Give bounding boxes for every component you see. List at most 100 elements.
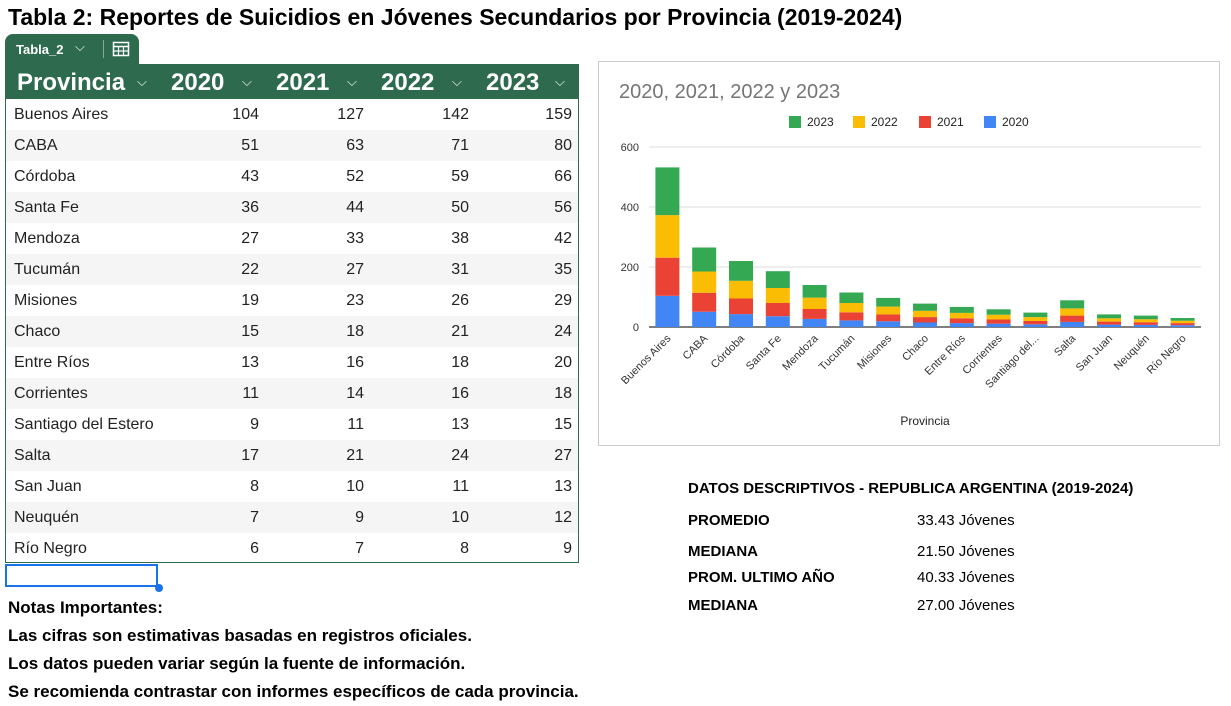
cell-value[interactable]: 71 bbox=[451, 137, 469, 154]
column-header-2022[interactable]: 2022 ⌵ bbox=[370, 65, 475, 99]
cell-value[interactable]: 66 bbox=[554, 168, 572, 185]
cell-value[interactable]: 8 bbox=[250, 478, 259, 495]
cell-value[interactable]: 43 bbox=[241, 168, 259, 185]
legend-label: 2023 bbox=[807, 115, 834, 129]
column-header-2020[interactable]: 2020 ⌵ bbox=[160, 65, 265, 99]
sheet-tab-name[interactable]: Tabla_2 bbox=[16, 42, 64, 57]
cell-value[interactable]: 21 bbox=[346, 447, 364, 464]
cell-provincia[interactable]: San Juan bbox=[14, 478, 82, 495]
cell-value[interactable]: 11 bbox=[347, 416, 364, 433]
cell-value[interactable]: 104 bbox=[232, 106, 259, 123]
cell-value[interactable]: 24 bbox=[554, 323, 572, 340]
sheet-tab[interactable]: Tabla_2 ⌵ bbox=[5, 34, 139, 64]
y-tick-label: 200 bbox=[621, 262, 639, 274]
table-grid-icon[interactable] bbox=[112, 41, 130, 62]
cell-value[interactable]: 127 bbox=[337, 106, 364, 123]
cell-value[interactable]: 9 bbox=[355, 509, 364, 526]
note-line: Se recomienda contrastar con informes es… bbox=[8, 682, 579, 701]
cell-value[interactable]: 50 bbox=[451, 199, 469, 216]
cell-value[interactable]: 13 bbox=[451, 416, 469, 433]
bar-segment bbox=[765, 316, 790, 327]
cell-provincia[interactable]: Santa Fe bbox=[14, 199, 79, 216]
cell-value[interactable]: 52 bbox=[346, 168, 364, 185]
cell-value[interactable]: 12 bbox=[554, 509, 572, 526]
cell-value[interactable]: 16 bbox=[346, 354, 364, 371]
cell-value[interactable]: 16 bbox=[451, 385, 469, 402]
cell-value[interactable]: 23 bbox=[346, 292, 364, 309]
notes-section: Notas Importantes: Las cifras son estima… bbox=[8, 594, 579, 706]
cell-value[interactable]: 42 bbox=[554, 230, 572, 247]
cell-value[interactable]: 11 bbox=[452, 478, 469, 495]
cell-value[interactable]: 9 bbox=[250, 416, 259, 433]
cell-provincia[interactable]: Río Negro bbox=[14, 540, 87, 557]
cell-provincia[interactable]: Salta bbox=[14, 447, 51, 464]
cell-value[interactable]: 14 bbox=[346, 385, 364, 402]
chevron-down-icon[interactable]: ⌵ bbox=[452, 74, 462, 89]
column-header-label: 2021 bbox=[276, 69, 330, 96]
cell-value[interactable]: 13 bbox=[554, 478, 572, 495]
cell-value[interactable]: 31 bbox=[451, 261, 469, 278]
cell-value[interactable]: 36 bbox=[241, 199, 259, 216]
column-header-2023[interactable]: 2023 ⌵ bbox=[475, 65, 578, 99]
cell-value[interactable]: 15 bbox=[241, 323, 259, 340]
cell-value[interactable]: 26 bbox=[451, 292, 469, 309]
cell-value[interactable]: 56 bbox=[554, 199, 572, 216]
chevron-down-icon[interactable]: ⌵ bbox=[347, 74, 357, 89]
cell-value[interactable]: 6 bbox=[250, 540, 259, 557]
bar-segment bbox=[1097, 321, 1121, 325]
cell-value[interactable]: 18 bbox=[554, 385, 572, 402]
cell-value[interactable]: 18 bbox=[346, 323, 364, 340]
cell-provincia[interactable]: Misiones bbox=[14, 292, 78, 309]
column-header-provincia[interactable]: Provincia ⌵ bbox=[6, 65, 160, 99]
cell-value[interactable]: 21 bbox=[451, 323, 469, 340]
column-header-2021[interactable]: 2021 ⌵ bbox=[265, 65, 370, 99]
bar-segment bbox=[1097, 318, 1121, 322]
cell-value[interactable]: 159 bbox=[545, 106, 572, 123]
cell-value[interactable]: 20 bbox=[554, 354, 572, 371]
chevron-down-icon[interactable]: ⌵ bbox=[242, 74, 252, 89]
cell-value[interactable]: 9 bbox=[563, 540, 572, 557]
cell-provincia[interactable]: Entre Ríos bbox=[14, 354, 90, 371]
cell-provincia[interactable]: Corrientes bbox=[14, 385, 88, 402]
cell-provincia[interactable]: Buenos Aires bbox=[14, 106, 109, 123]
cell-value[interactable]: 51 bbox=[241, 137, 259, 154]
cell-value[interactable]: 11 bbox=[242, 385, 259, 402]
cell-value[interactable]: 19 bbox=[241, 292, 259, 309]
cell-value[interactable]: 7 bbox=[355, 540, 364, 557]
fill-handle[interactable] bbox=[155, 584, 163, 592]
cell-provincia[interactable]: Mendoza bbox=[14, 230, 80, 247]
cell-value[interactable]: 8 bbox=[460, 540, 469, 557]
cell-provincia[interactable]: Tucumán bbox=[14, 261, 81, 278]
chevron-down-icon[interactable]: ⌵ bbox=[75, 39, 85, 54]
cell-value[interactable]: 7 bbox=[250, 509, 259, 526]
chart-container[interactable]: 2020, 2021, 2022 y 2023 2023 2022 2021 2020 0… bbox=[598, 61, 1220, 446]
cell-provincia[interactable]: Santiago del Estero bbox=[14, 416, 154, 433]
cell-value[interactable]: 27 bbox=[554, 447, 572, 464]
cell-value[interactable]: 33 bbox=[346, 230, 364, 247]
cell-value[interactable]: 44 bbox=[346, 199, 364, 216]
cell-value[interactable]: 63 bbox=[346, 137, 364, 154]
cell-value[interactable]: 10 bbox=[451, 509, 469, 526]
cell-value[interactable]: 29 bbox=[554, 292, 572, 309]
cell-value[interactable]: 35 bbox=[554, 261, 572, 278]
chevron-down-icon[interactable]: ⌵ bbox=[137, 74, 147, 89]
cell-value[interactable]: 24 bbox=[451, 447, 469, 464]
cell-value[interactable]: 17 bbox=[241, 447, 259, 464]
cell-value[interactable]: 59 bbox=[451, 168, 469, 185]
cell-value[interactable]: 22 bbox=[241, 261, 259, 278]
cell-value[interactable]: 15 bbox=[554, 416, 572, 433]
cell-provincia[interactable]: Córdoba bbox=[14, 168, 76, 185]
cell-provincia[interactable]: CABA bbox=[14, 137, 58, 154]
cell-provincia[interactable]: Neuquén bbox=[14, 509, 79, 526]
cell-value[interactable]: 27 bbox=[346, 261, 364, 278]
cell-value[interactable]: 18 bbox=[451, 354, 469, 371]
cell-value[interactable]: 142 bbox=[442, 106, 469, 123]
cell-value[interactable]: 10 bbox=[346, 478, 364, 495]
selected-cell[interactable] bbox=[5, 564, 158, 587]
cell-value[interactable]: 27 bbox=[241, 230, 259, 247]
cell-value[interactable]: 13 bbox=[241, 354, 259, 371]
cell-provincia[interactable]: Chaco bbox=[14, 323, 61, 340]
cell-value[interactable]: 80 bbox=[554, 137, 572, 154]
cell-value[interactable]: 38 bbox=[451, 230, 469, 247]
chevron-down-icon[interactable]: ⌵ bbox=[555, 74, 565, 89]
